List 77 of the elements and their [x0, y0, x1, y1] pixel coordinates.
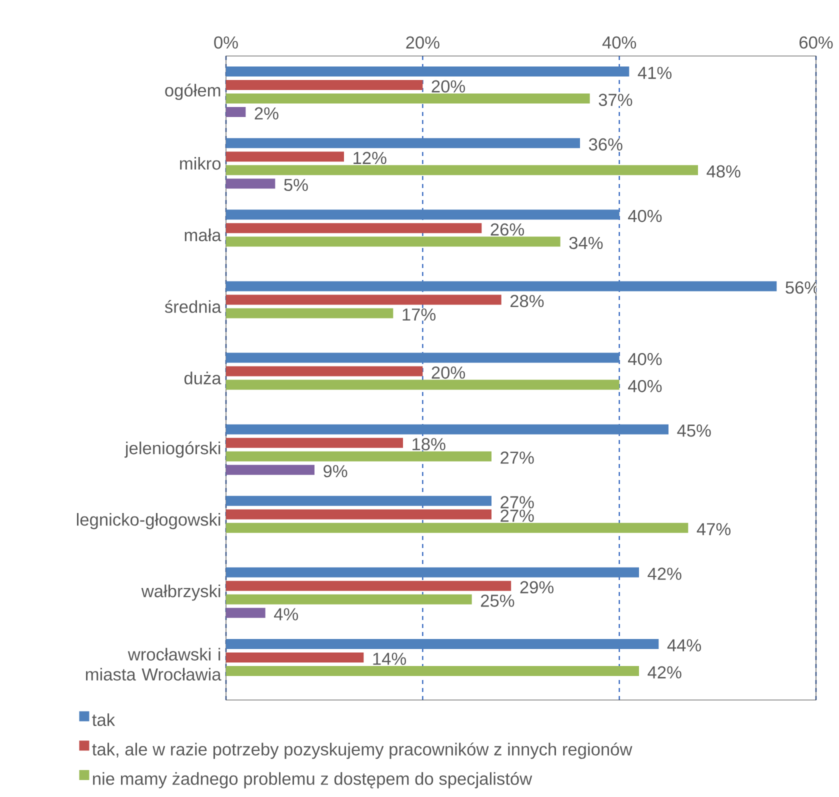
bar [226, 594, 472, 604]
bar [226, 567, 639, 578]
data-label: 4% [274, 608, 298, 620]
legend-label: tak, ale w razie potrzeby pozyskujemy pracowników z innych regionów [92, 742, 632, 759]
bar [226, 424, 668, 434]
data-label: 29% [520, 581, 554, 594]
y-tick-label: wrocławski i miasta Wrocławia [86, 648, 222, 681]
x-tick-label: 20% [406, 36, 440, 49]
data-label: 27% [500, 452, 534, 464]
data-label: 17% [402, 308, 436, 321]
bar [226, 165, 698, 176]
bar [226, 380, 620, 390]
data-label: 25% [480, 594, 514, 607]
y-tick-label: mikro [180, 156, 221, 170]
bar [226, 281, 777, 292]
data-label: 18% [412, 438, 446, 450]
data-label: 47% [696, 523, 731, 536]
data-label: 20% [432, 366, 466, 379]
y-tick-label: jeleniogórski [124, 441, 220, 458]
bar [226, 152, 344, 162]
y-tick-label: mała [184, 228, 222, 242]
bar [226, 352, 620, 363]
bar [226, 236, 560, 247]
x-tick-label: 40% [602, 36, 636, 49]
bar [226, 496, 492, 506]
data-label: 34% [569, 236, 603, 250]
bar [226, 178, 276, 189]
bar [226, 509, 492, 520]
data-label: 27% [500, 496, 534, 508]
y-tick-label: legnicko-głogowski [76, 513, 220, 530]
legend-label: tak [92, 713, 116, 726]
bar [226, 666, 639, 676]
data-label: 48% [706, 165, 740, 178]
data-label: 14% [373, 652, 406, 665]
bar [226, 308, 394, 318]
data-label: 42% [648, 666, 682, 678]
legend-label: nie mamy żadnego problemu z dostępem do specjalistów [93, 772, 532, 788]
bar [226, 94, 590, 104]
data-label: 44% [667, 639, 702, 652]
bar [226, 451, 492, 462]
bar [226, 294, 502, 305]
bar [226, 80, 423, 90]
bar [226, 210, 620, 220]
bar [226, 366, 423, 376]
x-tick-label: 0% [214, 36, 238, 49]
bar [226, 438, 403, 448]
y-tick-label: wałbrzyski [141, 584, 220, 601]
bar [226, 107, 246, 118]
data-label: 12% [354, 152, 386, 164]
data-label: 40% [628, 352, 662, 366]
bar [226, 464, 314, 475]
data-label: 26% [490, 223, 524, 236]
bar [226, 522, 688, 533]
x-tick-label: 60% [800, 36, 833, 49]
bar [226, 66, 630, 77]
bar [226, 652, 364, 662]
data-label: 27% [500, 510, 534, 522]
data-label: 28% [510, 294, 544, 308]
data-label: 41% [638, 66, 672, 79]
bar [226, 138, 580, 148]
y-tick-label: ogółem [165, 84, 220, 100]
data-label: 45% [677, 424, 711, 437]
data-label: 42% [648, 568, 682, 580]
data-label: 9% [324, 465, 348, 478]
data-label: 40% [628, 210, 662, 222]
data-label: 36% [588, 138, 622, 151]
bar [226, 580, 512, 591]
y-tick-label: średnia [164, 300, 222, 313]
bar [226, 608, 266, 618]
data-label: 2% [254, 107, 278, 120]
data-label: 40% [628, 380, 662, 392]
bar [226, 638, 659, 649]
bar [226, 223, 482, 234]
data-label: 20% [432, 80, 466, 93]
data-label: 5% [284, 178, 308, 192]
data-label: 37% [598, 94, 632, 106]
y-tick-label: duża [184, 372, 222, 384]
